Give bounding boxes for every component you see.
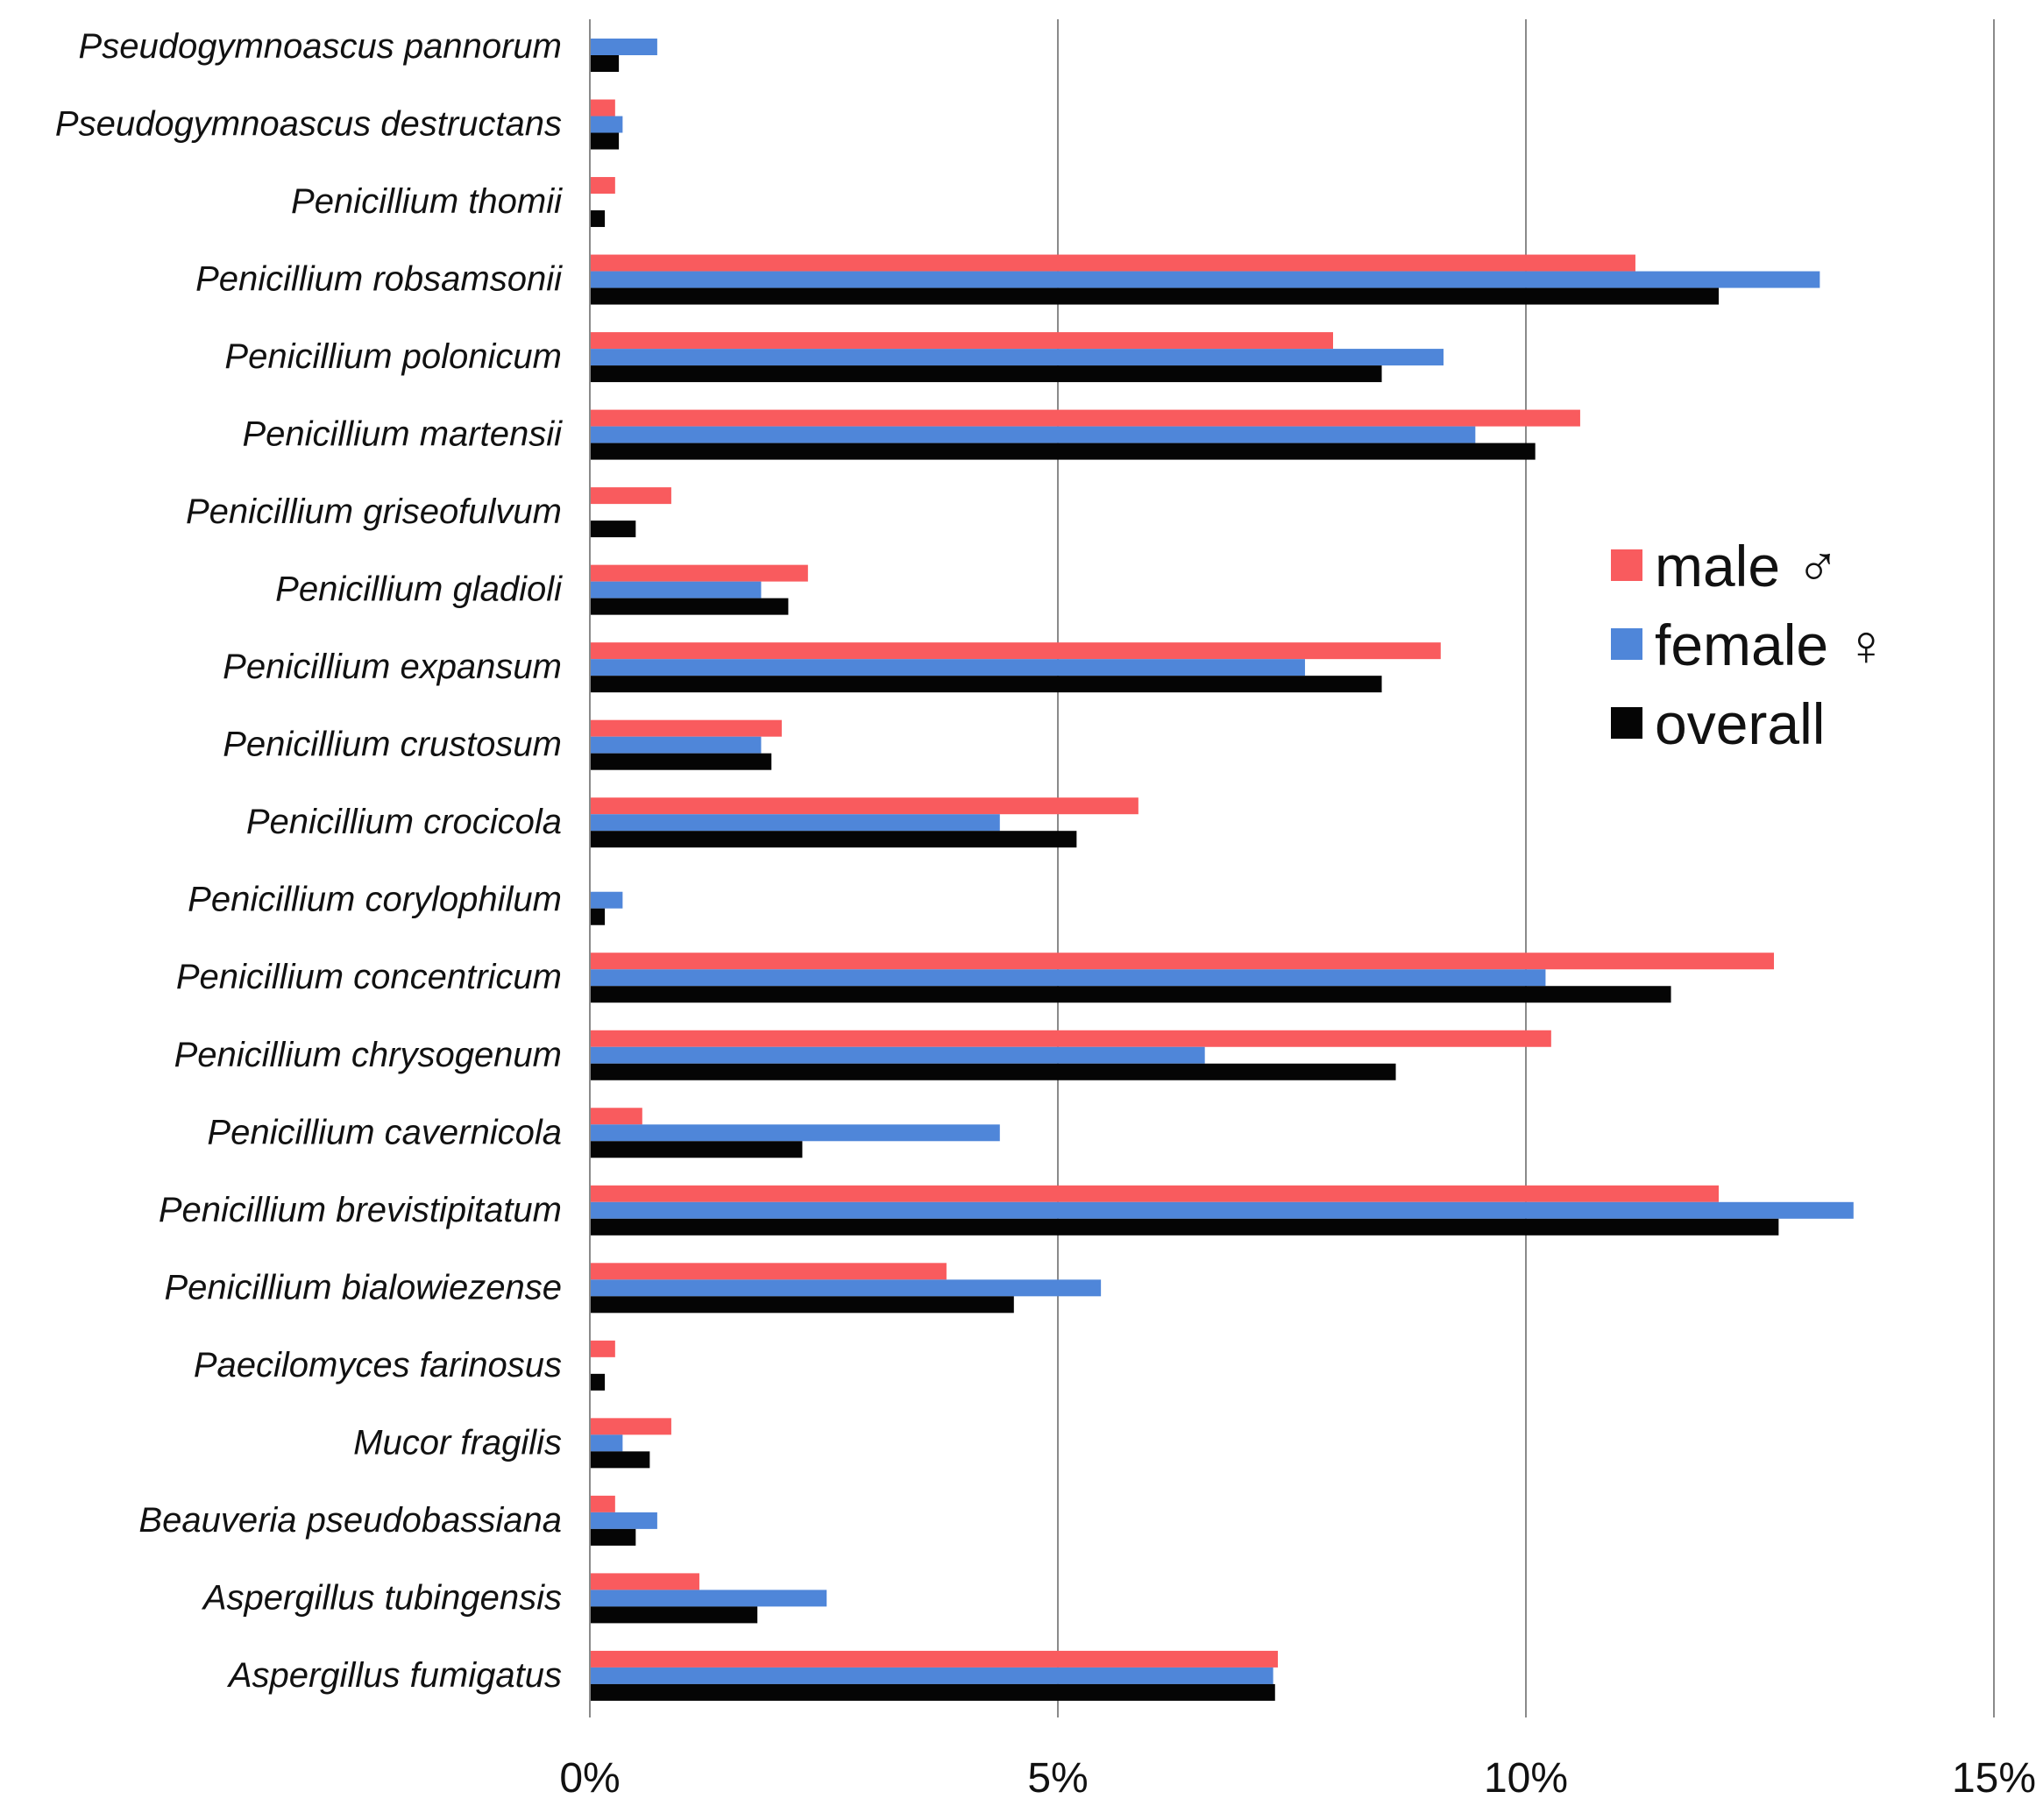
category-label: Penicillium martensii	[242, 415, 563, 454]
bar	[590, 952, 1775, 970]
x-tick-label: 10%	[1484, 1755, 1568, 1802]
category-label: Aspergillus tubingensis	[202, 1578, 562, 1617]
category-label: Pseudogymnoascus pannorum	[79, 27, 562, 66]
bar	[590, 1451, 650, 1469]
bar	[590, 409, 1580, 427]
bar	[590, 1185, 1720, 1202]
bar	[590, 39, 657, 55]
x-tick-label: 15%	[1952, 1755, 2036, 1802]
category-label: Penicillium expansum	[223, 648, 562, 686]
category-label: Penicillium crustosum	[223, 726, 562, 764]
legend-label: female ♀	[1655, 613, 1888, 677]
bar	[590, 487, 671, 505]
category-label: Penicillium brevistipitatum	[159, 1191, 562, 1229]
legend-swatch	[1611, 628, 1642, 660]
bar	[590, 1201, 1854, 1219]
bar	[590, 564, 808, 582]
category-label: Aspergillus fumigatus	[227, 1656, 562, 1695]
category-label: Penicillium corylophilum	[188, 881, 562, 919]
bar	[590, 986, 1671, 1003]
bar	[590, 1030, 1551, 1047]
bar	[590, 55, 620, 72]
bar	[590, 177, 615, 195]
x-axis-ticks: 0% 5% 10% 15%	[559, 1755, 2036, 1802]
bar	[590, 676, 1382, 693]
bar	[590, 1528, 636, 1546]
category-label: Penicillium chrysogenum	[174, 1036, 562, 1074]
bar	[590, 332, 1333, 350]
legend-label: overall	[1655, 691, 1825, 756]
category-label: Penicillium crocicola	[246, 803, 562, 841]
bar	[590, 1606, 758, 1624]
bar	[590, 969, 1546, 987]
category-label: Penicillium bialowiezense	[164, 1268, 562, 1307]
x-tick-label: 0%	[559, 1755, 620, 1802]
bar	[590, 1590, 827, 1607]
bar	[590, 1141, 803, 1158]
bar	[590, 719, 782, 737]
bar	[590, 581, 762, 598]
bar	[590, 365, 1382, 383]
bar	[590, 1218, 1779, 1236]
x-tick-label: 5%	[1027, 1755, 1088, 1802]
category-label: Penicillium concentricum	[176, 958, 562, 996]
bar	[590, 287, 1720, 305]
bar	[590, 1650, 1278, 1668]
bar	[590, 254, 1635, 272]
bar	[590, 1573, 699, 1590]
bar	[590, 132, 620, 150]
bar	[590, 1108, 642, 1125]
legend: male ♂ female ♀ overall	[1611, 534, 1888, 756]
category-label: Pseudogymnoascus destructans	[55, 105, 562, 144]
bar	[590, 1279, 1102, 1297]
category-label: Penicillium gladioli	[275, 570, 563, 609]
bar	[590, 1434, 623, 1452]
bar	[590, 210, 606, 228]
bar	[590, 831, 1077, 848]
bar	[590, 1046, 1205, 1064]
bar	[590, 598, 789, 615]
category-label: Penicillium cavernicola	[207, 1113, 562, 1151]
bar	[590, 814, 1000, 832]
bar	[590, 99, 615, 117]
bar	[590, 271, 1820, 288]
bars	[590, 39, 1854, 1701]
legend-swatch	[1611, 707, 1642, 739]
bar	[590, 1063, 1396, 1080]
category-label: Paecilomyces farinosus	[194, 1346, 562, 1384]
bar	[590, 659, 1305, 676]
bar	[590, 1667, 1273, 1684]
bar	[590, 521, 636, 538]
category-label: Penicillium polonicum	[224, 337, 562, 376]
legend-label: male ♂	[1655, 534, 1840, 598]
bar	[590, 116, 623, 133]
bar	[590, 1495, 615, 1512]
bar	[590, 908, 606, 925]
bar	[590, 1296, 1014, 1314]
bar	[590, 753, 772, 770]
category-label: Penicillium griseofulvum	[186, 492, 562, 531]
bar	[590, 1373, 606, 1391]
category-label: Penicillium robsamsonii	[195, 260, 563, 299]
legend-swatch	[1611, 549, 1642, 581]
bar	[590, 1340, 615, 1357]
bar	[590, 797, 1139, 815]
y-axis: Pseudogymnoascus pannorum Pseudogymnoascu…	[55, 19, 591, 1717]
bar	[590, 1263, 947, 1280]
bar	[590, 426, 1476, 443]
bar	[590, 642, 1441, 660]
bar	[590, 1418, 671, 1435]
bar	[590, 736, 762, 754]
bar	[590, 349, 1444, 366]
bar	[590, 891, 623, 909]
category-label: Penicillium thomii	[291, 182, 563, 221]
bar	[590, 1683, 1275, 1701]
category-label: Mucor fragilis	[353, 1423, 562, 1462]
bar	[590, 1124, 1000, 1142]
bar	[590, 443, 1536, 460]
category-label: Beauveria pseudobassiana	[138, 1501, 562, 1540]
bar	[590, 1512, 657, 1529]
